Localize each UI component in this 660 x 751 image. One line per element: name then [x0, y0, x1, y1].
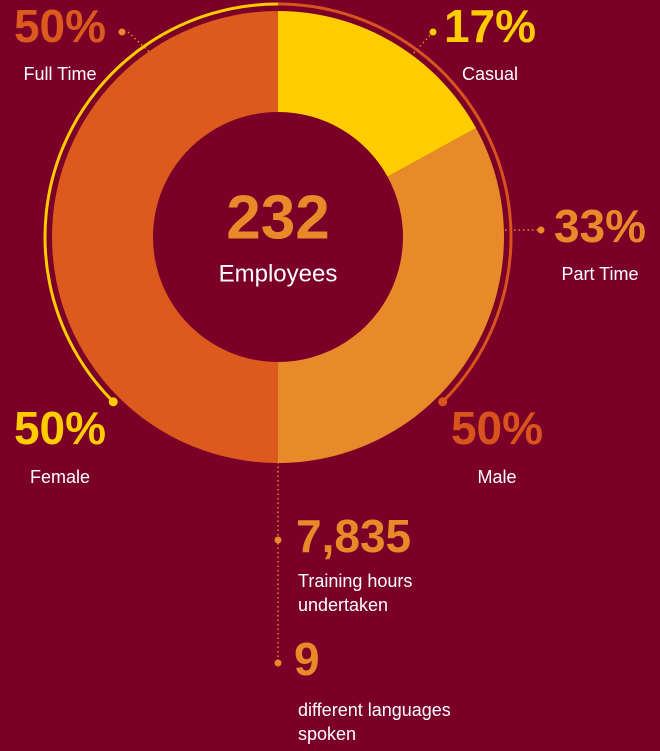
donut [43, 2, 513, 464]
stat-text: different languages [298, 700, 451, 720]
stat-figure: 9 [294, 633, 320, 685]
segment-name: Full Time [23, 64, 96, 84]
stat-text: Training hours [298, 571, 412, 591]
dot [537, 226, 545, 234]
dot [118, 28, 126, 36]
donut-segment [52, 11, 278, 463]
ring-value-label: 50% [451, 402, 543, 454]
ring-end [108, 397, 118, 407]
ring-arc [43, 2, 279, 403]
ring-name: Male [477, 467, 516, 487]
segment-name: Casual [462, 64, 518, 84]
dot [274, 659, 282, 667]
stat-text: spoken [298, 724, 356, 744]
ring-value-label: 50% [14, 402, 106, 454]
dot [429, 28, 437, 36]
ring-name: Female [30, 467, 90, 487]
center-value: 232 [226, 183, 329, 252]
segment-value-label: 33% [554, 200, 646, 252]
ring-end [438, 397, 448, 407]
donut-segment [278, 128, 505, 464]
segment-name: Part Time [561, 264, 638, 284]
ring-arc [277, 2, 513, 403]
stat-text: undertaken [298, 595, 388, 615]
segment-value-label: 50% [14, 0, 106, 52]
dot [274, 536, 282, 544]
stat-figure: 7,835 [296, 510, 411, 562]
segment-value-label: 17% [444, 0, 536, 52]
center-label: Employees [219, 260, 338, 287]
donut-segment [278, 11, 477, 177]
